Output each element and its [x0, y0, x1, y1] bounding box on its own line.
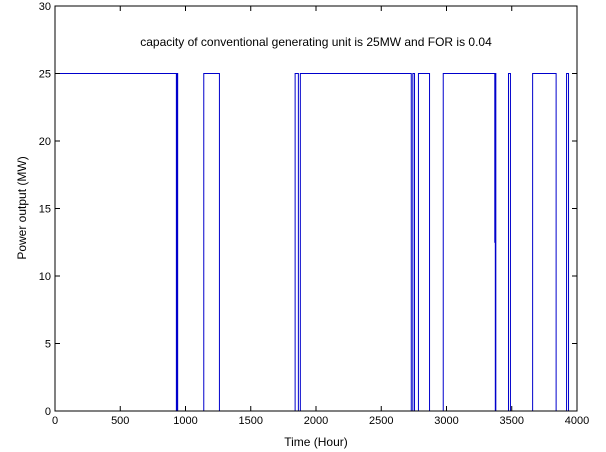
y-tick-label: 10	[39, 271, 51, 283]
x-tick-label: 4000	[565, 415, 589, 427]
x-tick-label: 2000	[304, 415, 328, 427]
y-tick-label: 5	[45, 339, 51, 351]
x-axis-label: Time (Hour)	[284, 435, 348, 449]
plot-area	[54, 5, 578, 412]
x-tick-label: 2500	[369, 415, 393, 427]
y-tick-label: 0	[45, 406, 51, 418]
x-tick-label: 0	[52, 415, 58, 427]
y-tick-label: 15	[39, 204, 51, 216]
x-tick-label: 1500	[239, 415, 263, 427]
plot-background	[55, 6, 577, 411]
x-tick-label: 3000	[434, 415, 458, 427]
chart-annotation: capacity of conventional generating unit…	[140, 35, 492, 49]
y-axis-ticks: 0 5 10 15 20 25 30	[39, 1, 577, 418]
x-axis-ticks: 0 500 1000 1500 2000 2500 3000 3500 4000	[52, 6, 589, 427]
x-tick-label: 500	[111, 415, 129, 427]
y-tick-label: 30	[39, 1, 51, 13]
y-tick-label: 25	[39, 69, 51, 81]
y-tick-label: 20	[39, 136, 51, 148]
y-axis-label: Power output (MW)	[15, 156, 29, 259]
x-tick-label: 3500	[500, 415, 524, 427]
x-tick-label: 1000	[173, 415, 197, 427]
